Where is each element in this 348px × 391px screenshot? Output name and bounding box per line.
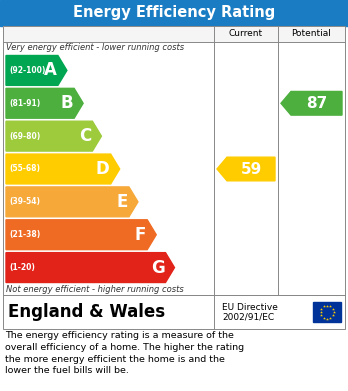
Text: Not energy efficient - higher running costs: Not energy efficient - higher running co… <box>6 285 184 294</box>
Bar <box>3 295 345 329</box>
Bar <box>3 26 345 295</box>
Text: C: C <box>79 127 92 145</box>
Text: (55-68): (55-68) <box>9 165 40 174</box>
Text: The energy efficiency rating is a measure of the
overall efficiency of a home. T: The energy efficiency rating is a measur… <box>5 331 244 375</box>
Text: B: B <box>61 94 73 112</box>
Text: (39-54): (39-54) <box>9 197 40 206</box>
Text: (21-38): (21-38) <box>9 230 40 239</box>
Text: Very energy efficient - lower running costs: Very energy efficient - lower running co… <box>6 43 184 52</box>
Text: Current: Current <box>229 29 263 38</box>
Bar <box>0 0 348 26</box>
Text: F: F <box>135 226 146 244</box>
Text: D: D <box>96 160 110 178</box>
Text: Energy Efficiency Rating: Energy Efficiency Rating <box>73 5 275 20</box>
Bar <box>313 302 341 322</box>
Polygon shape <box>6 56 67 85</box>
Text: 2002/91/EC: 2002/91/EC <box>222 312 274 321</box>
Text: A: A <box>44 61 57 79</box>
Text: (92-100): (92-100) <box>9 66 45 75</box>
Text: G: G <box>151 258 165 276</box>
Text: EU Directive: EU Directive <box>222 303 278 312</box>
Polygon shape <box>281 91 342 115</box>
Text: (69-80): (69-80) <box>9 132 40 141</box>
Text: England & Wales: England & Wales <box>8 303 165 321</box>
Polygon shape <box>6 121 101 151</box>
Text: 59: 59 <box>240 161 262 176</box>
Polygon shape <box>6 220 156 249</box>
Polygon shape <box>6 88 83 118</box>
Polygon shape <box>6 253 174 283</box>
Polygon shape <box>6 187 138 217</box>
Polygon shape <box>217 157 275 181</box>
Polygon shape <box>6 154 120 184</box>
Text: (81-91): (81-91) <box>9 99 40 108</box>
Text: E: E <box>117 193 128 211</box>
Text: (1-20): (1-20) <box>9 263 35 272</box>
Bar <box>3 26 345 42</box>
Text: Potential: Potential <box>292 29 331 38</box>
Text: 87: 87 <box>306 96 327 111</box>
